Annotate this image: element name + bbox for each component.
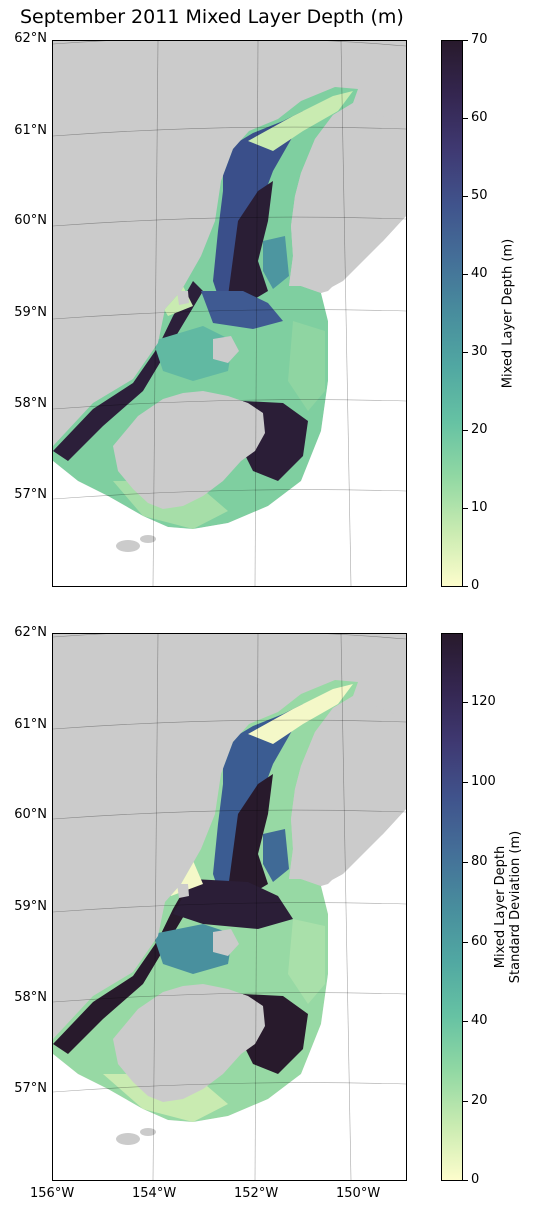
lat-tick-62-b: 62°N — [14, 625, 47, 640]
lat-tick-60-b: 60°N — [14, 807, 47, 822]
std-colorbar — [441, 633, 463, 1181]
std-cbar-tick-80: 80 — [471, 854, 488, 869]
std-mld-map — [52, 633, 407, 1181]
std-colorbar-label-line2: Standard Deviation (m) — [508, 830, 523, 984]
lon-tick-156: 156°W — [30, 1186, 75, 1201]
lat-tick-57-b: 57°N — [14, 1081, 47, 1096]
lon-tick-150: 150°W — [336, 1186, 381, 1201]
map-title: September 2011 Mixed Layer Depth (m) — [20, 6, 404, 28]
lat-tick-59-b: 59°N — [14, 899, 47, 914]
mean-cbar-tick-60: 60 — [471, 110, 488, 125]
std-cbar-tick-120: 120 — [471, 694, 496, 709]
mean-cbar-tick-20: 20 — [471, 422, 488, 437]
mean-mld-map — [52, 40, 407, 587]
lat-tick-58-b: 58°N — [14, 990, 47, 1005]
mean-colorbar — [441, 40, 463, 587]
mean-cbar-tick-40: 40 — [471, 266, 488, 281]
std-colorbar-label: Mixed Layer Depth Standard Deviation (m) — [493, 807, 523, 1007]
std-cbar-tick-100: 100 — [471, 774, 496, 789]
std-colorbar-label-line1: Mixed Layer Depth — [493, 845, 508, 969]
lat-tick-61: 61°N — [14, 123, 47, 138]
std-cbar-tick-60: 60 — [471, 934, 488, 949]
lon-tick-152: 152°W — [234, 1186, 279, 1201]
mean-colorbar-label: Mixed Layer Depth (m) — [500, 238, 516, 389]
lat-tick-59: 59°N — [14, 305, 47, 320]
mean-cbar-tick-70: 70 — [471, 32, 488, 47]
mean-cbar-tick-0: 0 — [471, 578, 480, 593]
std-cbar-tick-0: 0 — [471, 1172, 480, 1187]
std-cbar-tick-20: 20 — [471, 1093, 488, 1108]
mean-cbar-tick-10: 10 — [471, 500, 488, 515]
mean-cbar-tick-50: 50 — [471, 188, 488, 203]
lat-tick-60: 60°N — [14, 213, 47, 228]
lat-tick-62: 62°N — [14, 31, 47, 46]
lat-tick-57: 57°N — [14, 487, 47, 502]
std-cbar-tick-40: 40 — [471, 1013, 488, 1028]
mean-cbar-tick-30: 30 — [471, 344, 488, 359]
lat-tick-61-b: 61°N — [14, 717, 47, 732]
lat-tick-58: 58°N — [14, 396, 47, 411]
lon-tick-154: 154°W — [132, 1186, 177, 1201]
